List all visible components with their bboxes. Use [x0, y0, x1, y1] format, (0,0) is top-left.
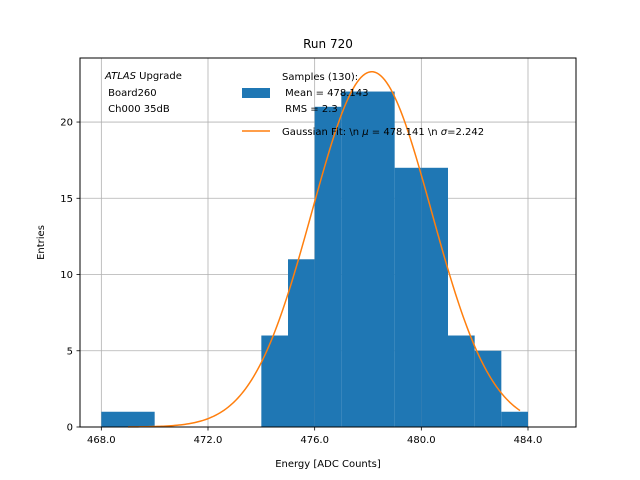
legend-fit-sigma: σ	[441, 127, 448, 138]
x-tick-label: 468.0	[87, 435, 116, 446]
y-axis-ticks: 0 5 10 15 20	[60, 118, 80, 434]
histogram-bars	[101, 91, 528, 427]
x-tick-label: 480.0	[407, 435, 436, 446]
histogram-bar	[474, 350, 502, 427]
histogram-bar	[314, 106, 342, 427]
legend-histogram-line-3: RMS = 2.3	[282, 104, 338, 115]
legend-histogram-swatch	[242, 88, 270, 98]
legend: Samples (130): Mean = 478.143 RMS = 2.3 …	[242, 72, 484, 138]
plot-frame	[79, 57, 577, 428]
legend-fit-part-2: = 478.141 \n	[369, 127, 441, 138]
histogram-bar	[261, 335, 288, 427]
x-tick-label: 476.0	[300, 435, 329, 446]
y-tick-label: 20	[60, 118, 73, 129]
x-tick-label: 472.0	[194, 435, 223, 446]
legend-fit-part-1: Gaussian Fit: \n	[282, 127, 362, 138]
histogram-bar	[448, 335, 475, 427]
legend-histogram-line-1: Samples (130):	[282, 72, 358, 83]
chart-title: Run 720	[303, 37, 353, 51]
gaussian-fit-line	[127, 70, 521, 428]
annotation-upgrade: Upgrade	[136, 71, 182, 82]
annotation-line-1: ATLAS Upgrade	[104, 71, 182, 82]
annotation-box: ATLAS Upgrade Board260 Ch000 35dB	[104, 71, 182, 115]
y-tick-label: 15	[60, 194, 73, 205]
legend-fit-part-3: =2.242	[447, 127, 484, 138]
histogram-bar	[394, 167, 422, 427]
y-tick-label: 5	[67, 346, 73, 357]
histogram-bar	[421, 167, 448, 427]
gaussian-fit-curve	[127, 70, 521, 428]
annotation-line-2: Board260	[105, 88, 157, 99]
x-axis-label: Energy [ADC Counts]	[275, 459, 381, 470]
y-axis-label: Entries	[36, 225, 47, 260]
y-tick-label: 0	[67, 423, 73, 434]
x-axis-ticks: 468.0 472.0 476.0 480.0 484.0	[87, 427, 542, 446]
histogram-bar	[341, 91, 368, 427]
legend-fit-mu: μ	[361, 127, 368, 138]
annotation-line-3: Ch000 35dB	[105, 104, 170, 115]
histogram-bar	[501, 411, 528, 427]
histogram-bar	[288, 259, 315, 427]
legend-fit-label: Gaussian Fit: \n μ = 478.141 \n σ=2.242	[282, 127, 484, 138]
histogram-bar	[368, 91, 395, 427]
histogram-bar	[101, 411, 155, 427]
annotation-atlas: ATLAS	[104, 71, 137, 82]
x-tick-label: 484.0	[514, 435, 543, 446]
legend-histogram-line-2: Mean = 478.143	[282, 88, 369, 99]
y-tick-label: 10	[60, 270, 73, 281]
